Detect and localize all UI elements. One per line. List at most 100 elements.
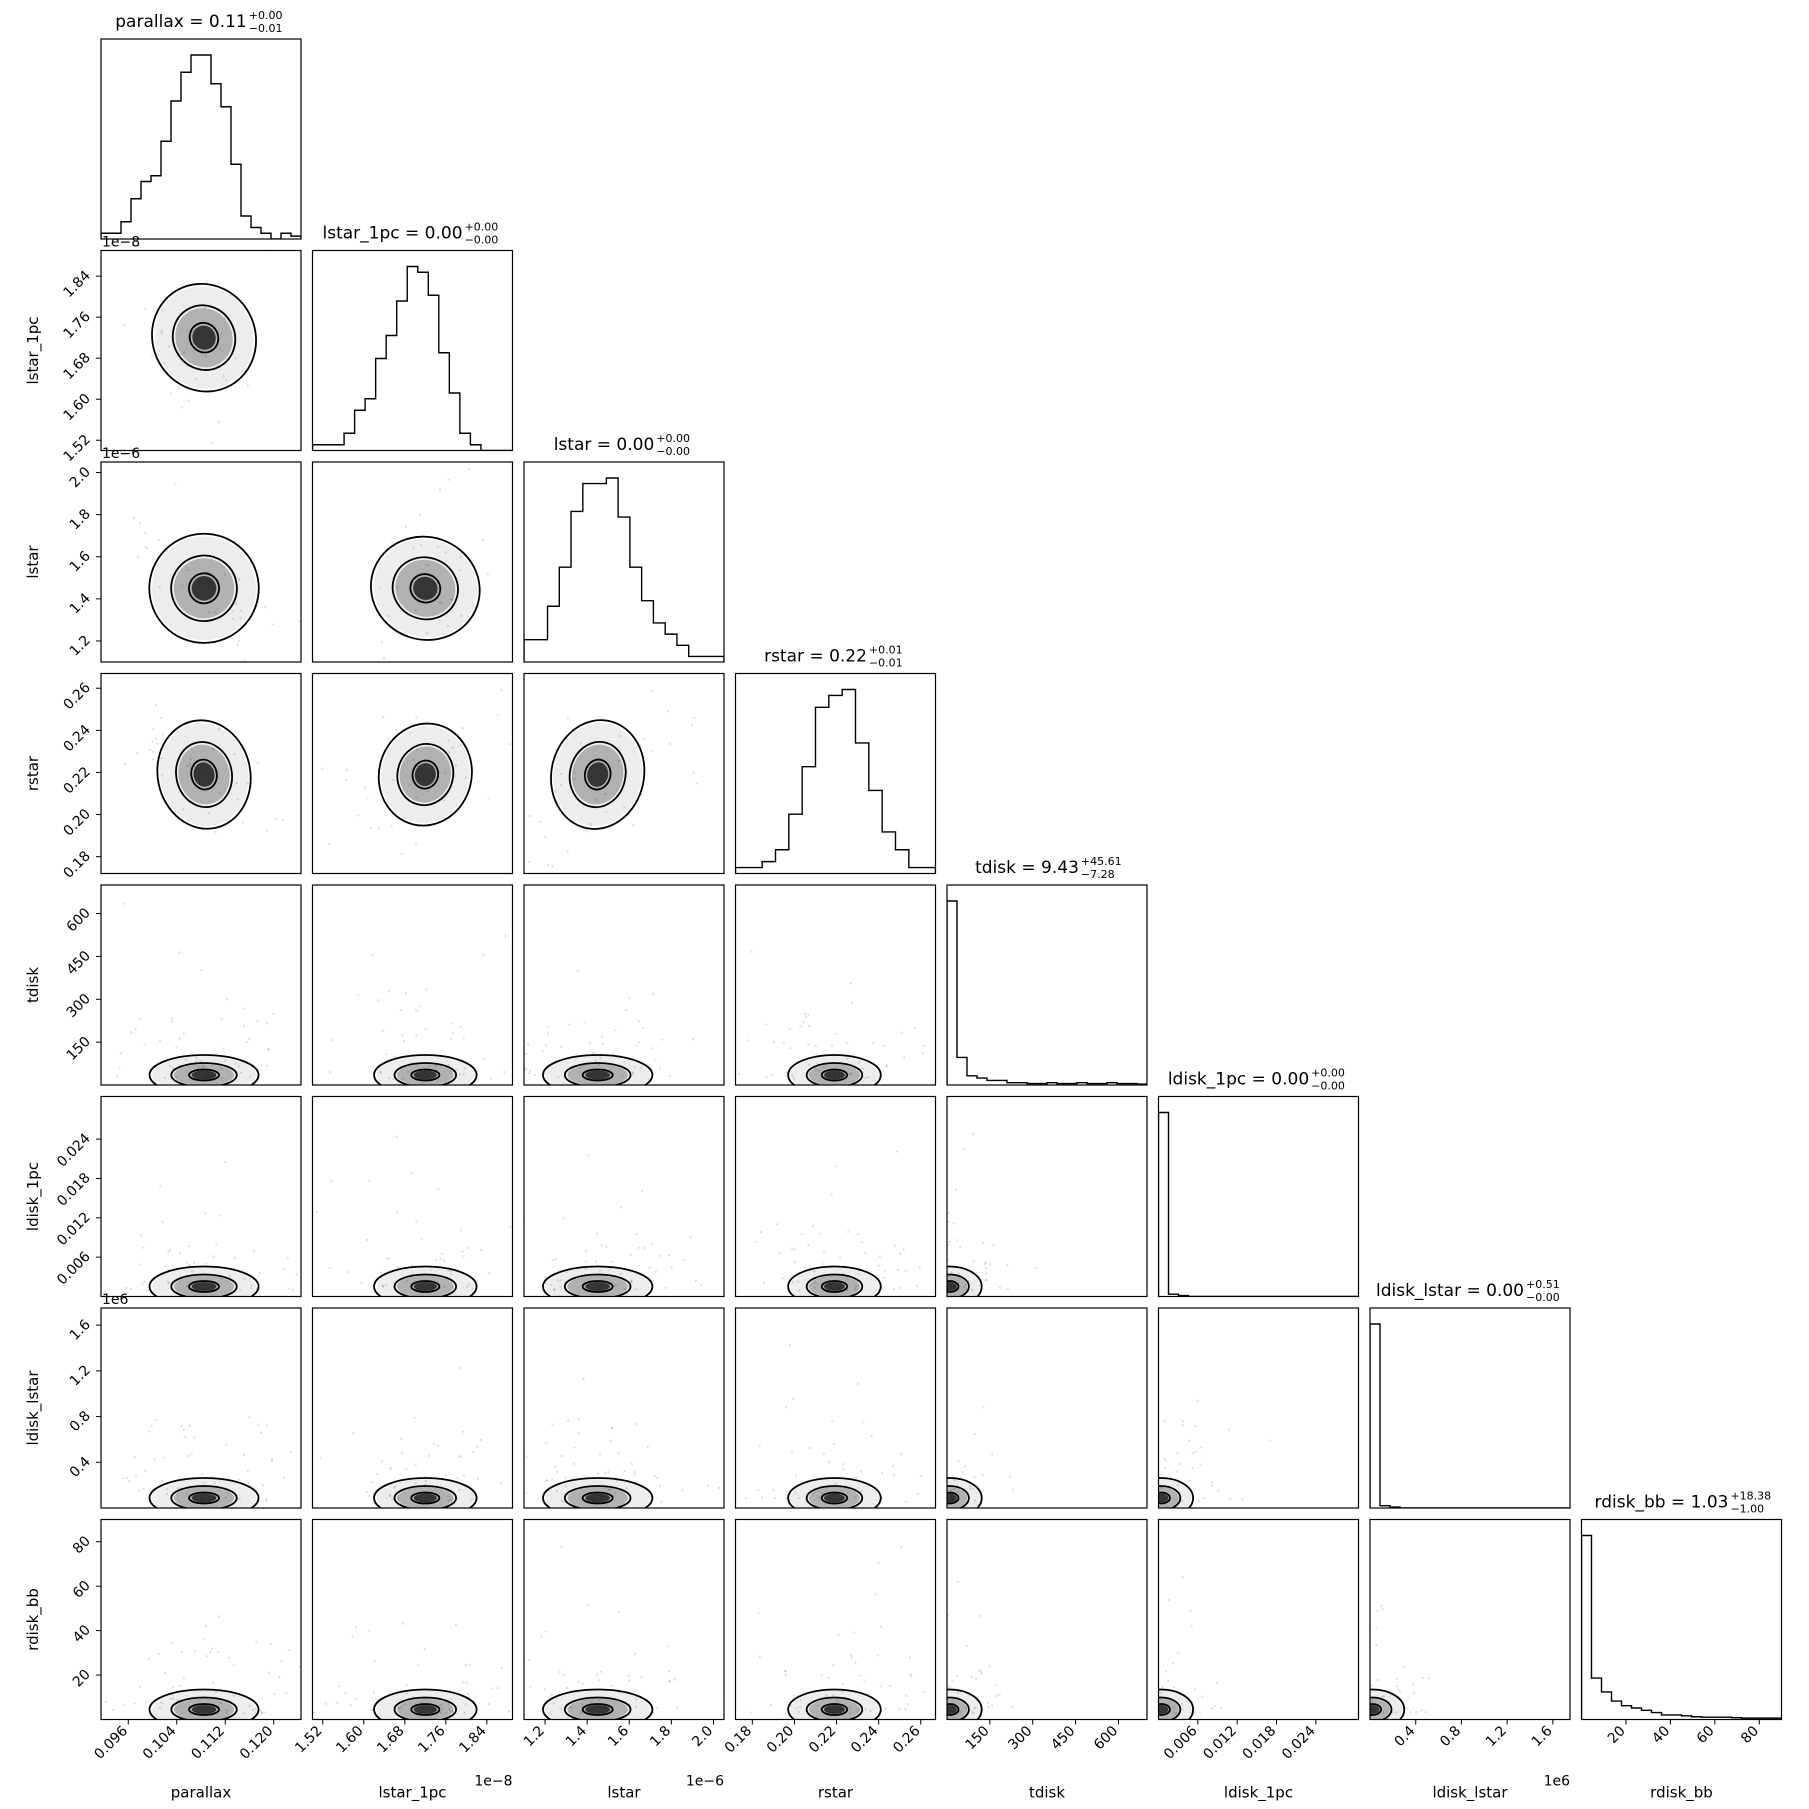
scatter-point — [924, 1486, 926, 1488]
scatter-point — [1352, 1689, 1354, 1691]
scatter-point — [415, 796, 418, 799]
scatter-point — [1360, 1687, 1362, 1689]
scatter-point — [447, 1064, 451, 1067]
scatter-point — [938, 1483, 940, 1485]
scatter-point — [1011, 1705, 1014, 1709]
scatter-point — [1355, 1705, 1357, 1707]
scatter-point — [1382, 1711, 1385, 1715]
scatter-point — [170, 1017, 174, 1020]
scatter-point — [463, 981, 465, 983]
scatter-point — [446, 1495, 450, 1498]
panel-title-lstar: lstar = 0.00 +0.00−0.00 — [554, 432, 690, 458]
scatter-point — [187, 1454, 190, 1458]
y-tick-label: 80 — [70, 1533, 94, 1557]
contour-level-3 — [411, 759, 440, 790]
scatter-point — [642, 1026, 645, 1030]
contour-level-3 — [410, 1703, 441, 1716]
scatter-point — [1424, 1711, 1427, 1714]
scatter-point — [778, 1251, 781, 1255]
scatter-point — [896, 1700, 898, 1702]
scatter-point — [400, 1451, 404, 1455]
contour-level-1 — [148, 1054, 260, 1085]
scatter-point — [974, 1706, 977, 1709]
scatter-point — [1011, 1488, 1014, 1491]
scatter-point — [618, 735, 621, 738]
scatter-point — [596, 1472, 600, 1476]
scatter-point — [509, 1225, 512, 1228]
contour-level-2 — [947, 1696, 970, 1720]
scatter-point — [908, 1656, 912, 1659]
scatter-point — [762, 1286, 764, 1288]
panel-frame — [1369, 1518, 1571, 1721]
panel-frame — [311, 461, 514, 663]
scatter-point — [1144, 1488, 1146, 1490]
scatter-point — [154, 1418, 157, 1422]
scatter-point — [152, 727, 155, 731]
scatter-point — [595, 1673, 599, 1676]
panel-frame — [734, 884, 937, 1086]
scatter-point — [813, 1286, 817, 1289]
scatter-point — [169, 392, 172, 395]
scatter-point — [463, 1066, 466, 1070]
scatter-point — [345, 768, 348, 772]
scatter-point — [397, 1265, 400, 1269]
scatter-point — [981, 1474, 985, 1477]
scatter-point — [915, 1284, 919, 1288]
scatter-point — [546, 863, 550, 867]
scatter-point — [369, 826, 372, 829]
scatter-point — [670, 1266, 673, 1269]
scatter-point — [286, 1266, 288, 1268]
scatter-point — [204, 1212, 207, 1215]
density-core — [1158, 1705, 1169, 1714]
scatter-point — [447, 1702, 451, 1705]
scatter-point — [903, 1682, 905, 1684]
contour-level-1 — [787, 1265, 882, 1297]
scatter-point — [1193, 1711, 1197, 1714]
scatter-point — [539, 820, 542, 823]
scatter-point — [275, 817, 278, 821]
scatter-point — [428, 1065, 431, 1068]
scatter-point — [972, 1260, 975, 1263]
scatter-point — [598, 1699, 601, 1702]
scatter-point — [309, 1260, 311, 1262]
title-minus: −1.00 — [1730, 1503, 1764, 1516]
scatter-point — [792, 1694, 796, 1697]
x-tick-label: 0.112 — [188, 1723, 228, 1763]
scatter-point — [1149, 1668, 1151, 1670]
scatter-point — [328, 843, 331, 846]
scatter-point — [438, 600, 441, 604]
scatter-point — [436, 1444, 440, 1447]
scatter-point — [836, 1699, 839, 1703]
scatter-point — [376, 1472, 379, 1476]
scatter-point — [832, 1664, 835, 1667]
scatter-point — [630, 1462, 633, 1465]
contour-level-2 — [563, 1062, 632, 1085]
scatter-point — [1211, 1481, 1214, 1484]
title-value: 0.22 — [829, 647, 867, 667]
scatter-point — [458, 568, 461, 572]
scatter-point — [387, 989, 390, 993]
scatter-point — [700, 1283, 703, 1287]
scatter-point — [1361, 1702, 1363, 1704]
scatter-point — [926, 1260, 928, 1262]
scatter-point — [259, 1710, 262, 1713]
title-sep: = — [400, 224, 425, 244]
scatter-point — [651, 992, 655, 996]
scatter-point — [799, 1025, 802, 1028]
scatter-point — [804, 1015, 807, 1018]
scatter-point — [784, 1406, 788, 1409]
scatter-point — [160, 329, 164, 332]
scatter-point — [656, 1706, 659, 1709]
scatter-point — [904, 1269, 907, 1272]
x-tick-label: 0.8 — [1437, 1723, 1464, 1750]
scatter-point — [312, 1711, 316, 1715]
scatter-point — [922, 1695, 924, 1697]
contour-level-2 — [1158, 1485, 1182, 1508]
panel-frame — [734, 1307, 937, 1509]
scatter-point — [438, 488, 442, 491]
scatter-point — [1188, 1439, 1191, 1442]
panel-frame — [523, 1518, 725, 1721]
scatter-point — [879, 1625, 883, 1628]
scatter-point — [1175, 1712, 1178, 1715]
scatter-point — [915, 1702, 917, 1704]
